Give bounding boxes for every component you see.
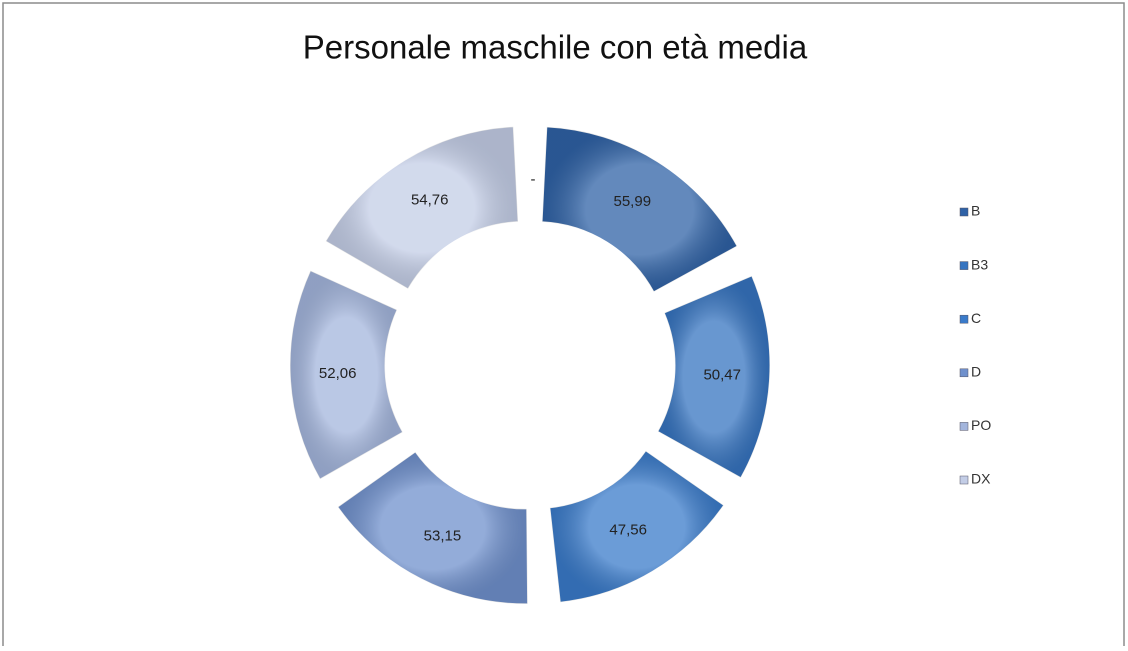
data-label: 54,76 [411,192,449,209]
legend-swatch [959,422,969,431]
data-label: 53,15 [424,527,462,544]
data-label: 50,47 [703,366,741,383]
legend-label: DX [971,471,991,487]
annotation: - [531,171,536,188]
legend-swatch [959,368,969,378]
chart-title: Personale maschile con età media [303,29,808,66]
data-label: 47,56 [609,522,647,539]
legend-swatch [959,207,969,217]
legend-label: B3 [971,256,988,272]
legend-label: PO [971,417,991,433]
legend-label: C [971,310,981,326]
data-label: 55,99 [614,193,652,210]
legend-swatch [959,261,969,270]
legend-label: D [971,364,981,380]
data-label: 52,06 [319,365,357,382]
legend-swatch [959,475,969,485]
legend-label: B [971,203,980,219]
legend-swatch [959,314,969,324]
